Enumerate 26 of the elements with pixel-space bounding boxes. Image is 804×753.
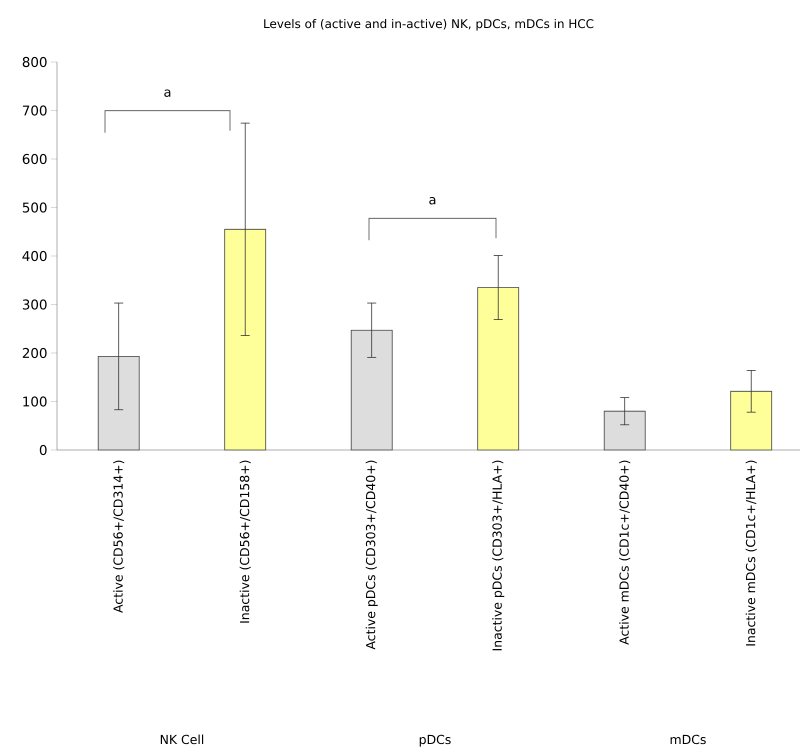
text: mDCs — [670, 734, 706, 744]
bar — [350, 330, 393, 450]
annotation: a — [429, 197, 436, 204]
x-tick-label: Inactive (CD56+/CD158+) — [240, 460, 251, 623]
x-tick-label: Active mDCs (CD1c+/CD40+) — [619, 460, 630, 645]
y-tick-label: 500 — [22, 202, 47, 213]
x-tick-label: Inactive pDCs (CD303+/HLA+) — [492, 460, 504, 650]
y-tick-label: 800 — [22, 56, 47, 68]
annotation: a — [164, 89, 170, 97]
chart-title: Levels of (active and in-active) NK, pDCs, mDCs in HCC — [264, 18, 594, 31]
y-tick-label: 400 — [22, 250, 47, 262]
text: NK Cell — [160, 734, 204, 744]
y-tick-label: 200 — [22, 348, 47, 358]
text: pDCs — [420, 734, 451, 747]
bar — [604, 410, 646, 450]
x-tick-label: Active (CD56+/CD314+) — [113, 460, 124, 613]
y-tick-label: 600 — [22, 154, 47, 164]
x-tick-label: Inactive mDCs (CD1c+/HLA+) — [746, 460, 757, 646]
bar — [730, 390, 772, 450]
y-tick-label: 700 — [22, 105, 47, 116]
y-tick-label: 100 — [23, 396, 47, 407]
x-tick-label: Active pDCs (CD303+/CD40+) — [366, 460, 378, 650]
y-tick-label: 300 — [22, 299, 47, 310]
y-tick-label: 0 — [40, 444, 47, 456]
bar — [477, 287, 520, 450]
bar — [224, 228, 266, 450]
